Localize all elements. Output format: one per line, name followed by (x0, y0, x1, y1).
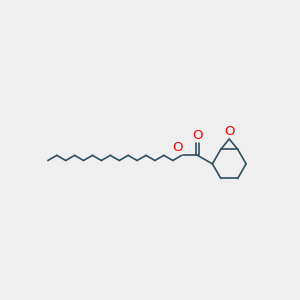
Text: O: O (172, 141, 183, 154)
Text: O: O (192, 129, 203, 142)
Text: O: O (224, 125, 235, 138)
